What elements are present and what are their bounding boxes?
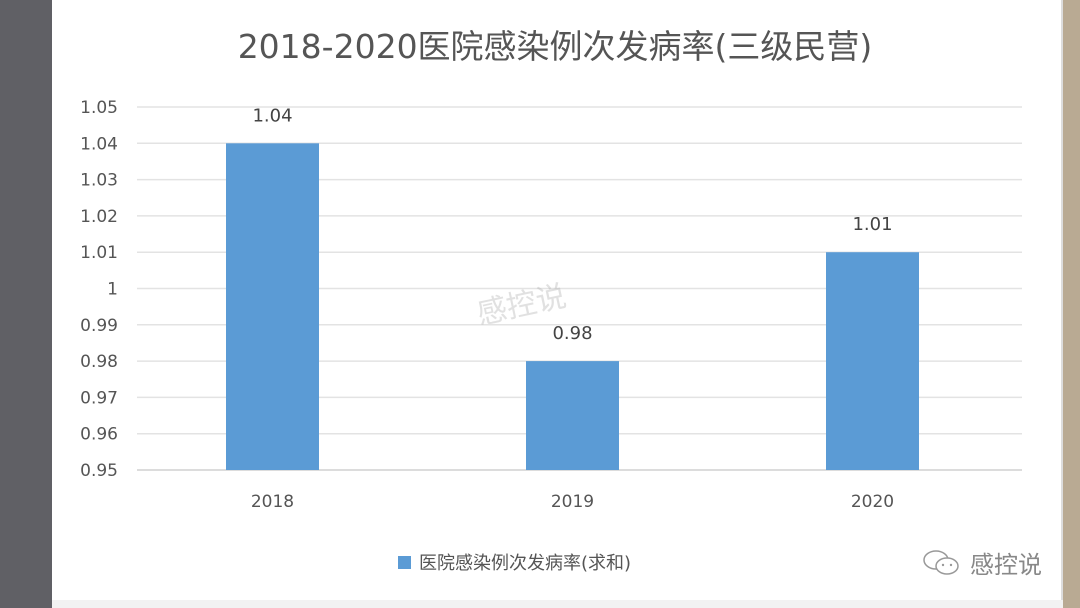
chart-title: 2018-2020医院感染例次发病率(三级民营) xyxy=(237,27,873,66)
y-tick-label: 0.98 xyxy=(80,352,118,372)
y-tick-label: 1.03 xyxy=(80,171,118,191)
legend-swatch xyxy=(398,555,411,569)
y-tick-label: 0.95 xyxy=(80,461,118,481)
y-tick-label: 1.05 xyxy=(80,98,118,118)
legend-label: 医院感染例次发病率(求和) xyxy=(419,553,632,574)
y-tick-label: 1.02 xyxy=(80,207,118,227)
data-label: 1.01 xyxy=(852,214,892,235)
y-tick-label: 0.96 xyxy=(80,425,118,445)
bar-2020 xyxy=(826,252,919,470)
y-tick-label: 0.99 xyxy=(80,316,118,336)
y-tick-label: 0.97 xyxy=(80,388,118,408)
data-label: 0.98 xyxy=(552,323,592,344)
x-tick-label: 2018 xyxy=(251,492,294,512)
legend: 医院感染例次发病率(求和) xyxy=(398,549,631,575)
y-tick-label: 1.01 xyxy=(80,243,118,263)
brand-mark: 感控说 xyxy=(922,545,1042,580)
data-label: 1.04 xyxy=(252,105,292,126)
bar-2018 xyxy=(226,143,319,471)
x-tick-label: 2019 xyxy=(551,492,594,512)
brand-label: 感控说 xyxy=(970,551,1042,579)
y-tick-label: 1 xyxy=(107,280,118,300)
right-edge xyxy=(1063,0,1080,608)
x-tick-label: 2020 xyxy=(851,492,894,512)
y-tick-label: 1.04 xyxy=(80,134,118,154)
wechat-icon xyxy=(923,549,959,575)
left-sidebar xyxy=(0,0,52,608)
bar-2019 xyxy=(526,361,619,470)
